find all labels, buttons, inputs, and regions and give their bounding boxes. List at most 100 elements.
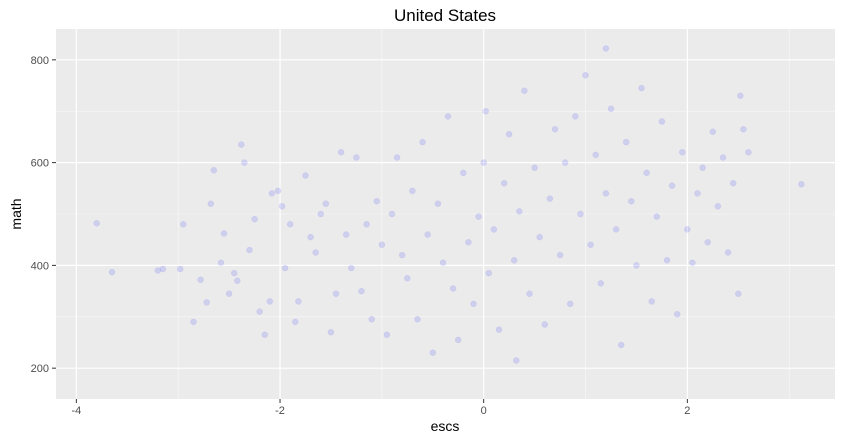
data-point xyxy=(475,213,482,220)
data-point xyxy=(176,265,184,273)
data-point xyxy=(521,87,528,94)
data-point xyxy=(363,221,370,228)
data-point xyxy=(735,290,742,297)
data-point xyxy=(337,149,345,156)
data-point xyxy=(373,197,381,205)
data-point xyxy=(278,203,286,210)
data-point xyxy=(180,221,187,228)
data-point xyxy=(93,220,100,227)
data-point xyxy=(444,113,452,120)
data-point xyxy=(798,180,805,188)
data-point xyxy=(246,246,253,254)
data-point xyxy=(424,231,431,238)
data-point xyxy=(536,233,543,241)
data-points xyxy=(93,45,805,364)
data-point xyxy=(317,210,325,218)
data-point xyxy=(454,336,462,344)
data-point xyxy=(378,241,386,249)
data-point xyxy=(409,187,416,195)
y-tick-label: 600 xyxy=(31,158,49,170)
data-point xyxy=(526,290,533,297)
data-point xyxy=(307,233,314,241)
gridlines xyxy=(56,29,835,399)
data-point xyxy=(643,169,650,177)
data-point xyxy=(480,159,487,166)
data-point xyxy=(740,125,747,133)
data-point xyxy=(286,221,294,228)
data-point xyxy=(516,208,523,215)
data-point xyxy=(234,277,241,285)
data-point xyxy=(439,259,447,267)
data-point xyxy=(745,149,752,156)
data-point xyxy=(546,195,554,202)
data-point xyxy=(714,203,722,210)
data-point xyxy=(513,357,520,364)
data-point xyxy=(327,328,335,336)
data-point xyxy=(612,226,620,233)
data-point xyxy=(225,290,233,297)
data-point xyxy=(551,125,559,133)
data-point xyxy=(419,138,426,146)
data-point xyxy=(597,280,605,287)
chart-title: United States xyxy=(394,6,496,25)
data-point xyxy=(470,300,477,308)
data-point xyxy=(108,268,116,276)
data-point xyxy=(577,210,584,218)
y-axis: 200 400 600 800 xyxy=(31,55,56,375)
data-point xyxy=(429,349,437,357)
data-point xyxy=(238,141,245,148)
data-point xyxy=(302,172,309,179)
data-point xyxy=(266,298,274,305)
data-point xyxy=(638,84,645,92)
data-point xyxy=(358,287,365,295)
data-point xyxy=(505,131,513,138)
data-point xyxy=(673,310,681,318)
data-point xyxy=(241,159,248,166)
data-point xyxy=(633,262,640,269)
data-point xyxy=(332,290,340,297)
data-point xyxy=(261,331,269,339)
data-point xyxy=(207,200,215,207)
data-point xyxy=(368,316,375,323)
data-point xyxy=(541,321,549,328)
data-point xyxy=(490,226,498,233)
data-point xyxy=(694,190,701,197)
data-point xyxy=(704,239,711,246)
data-point xyxy=(256,308,263,315)
data-point xyxy=(383,331,391,339)
data-point xyxy=(230,269,238,277)
data-point xyxy=(203,299,210,306)
data-point xyxy=(684,226,691,233)
data-point xyxy=(617,341,625,349)
data-point xyxy=(393,154,401,161)
data-point xyxy=(210,167,218,174)
data-point xyxy=(274,187,282,195)
data-point xyxy=(602,190,610,197)
x-tick-label: 0 xyxy=(481,405,487,417)
data-point xyxy=(592,151,599,159)
data-point xyxy=(348,264,355,272)
data-point xyxy=(312,249,319,256)
data-point xyxy=(566,300,574,308)
x-axis: -4 -2 0 2 xyxy=(71,399,690,417)
data-point xyxy=(582,72,589,79)
data-point xyxy=(628,197,635,205)
data-point xyxy=(159,265,167,273)
data-point xyxy=(719,154,727,161)
data-point xyxy=(556,251,564,259)
data-point xyxy=(510,257,518,264)
data-point xyxy=(737,92,744,100)
data-point xyxy=(268,190,276,197)
data-point xyxy=(281,264,289,272)
data-point xyxy=(197,276,204,284)
x-tick-label: 2 xyxy=(684,405,690,417)
data-point xyxy=(342,231,350,238)
data-point xyxy=(500,179,508,187)
data-point xyxy=(663,257,671,264)
data-point xyxy=(434,200,442,207)
data-point xyxy=(724,249,732,256)
x-tick-label: -4 xyxy=(71,405,81,417)
data-point xyxy=(653,213,661,220)
data-point xyxy=(531,164,538,172)
